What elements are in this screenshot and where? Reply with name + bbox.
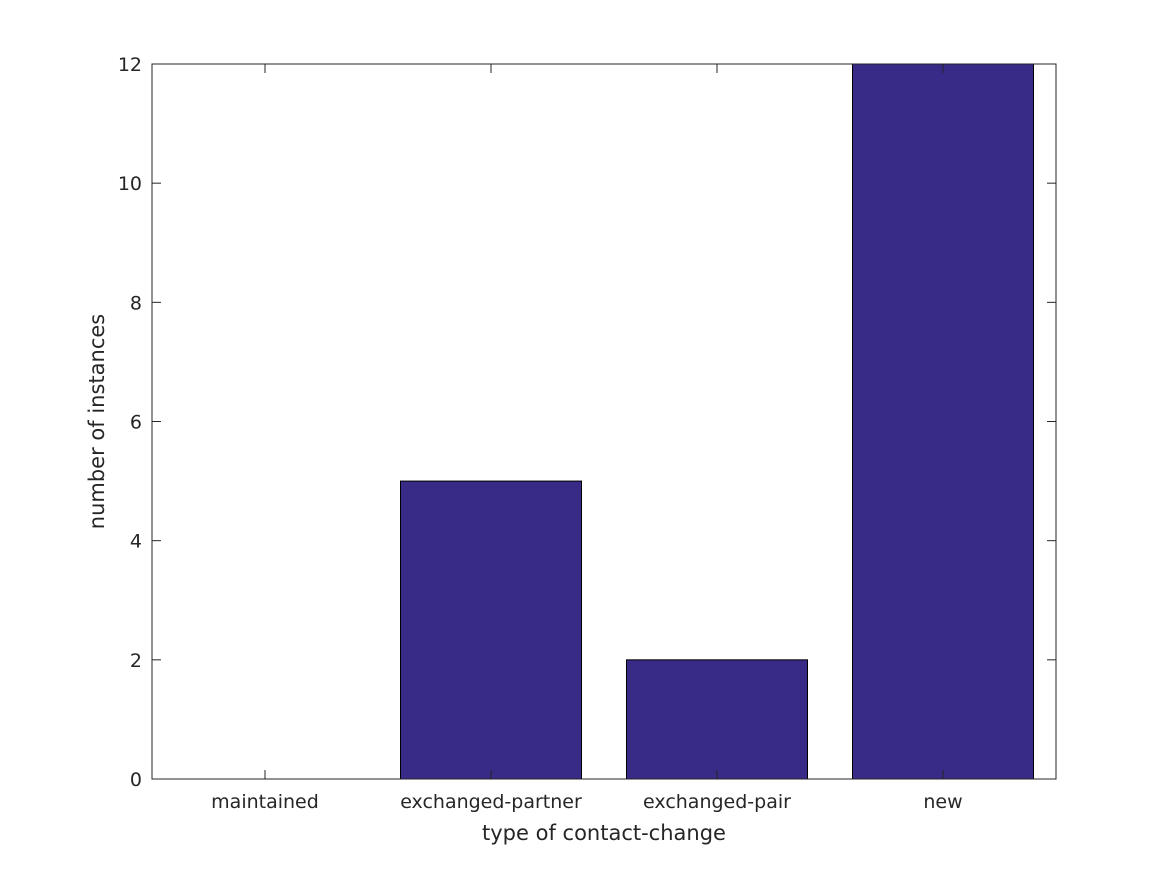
bar-new xyxy=(852,63,1034,780)
bar-exchanged-pair xyxy=(626,659,808,780)
y-tick-label: 10 xyxy=(118,173,142,195)
y-tick-label: 6 xyxy=(130,412,142,434)
y-tick-label: 2 xyxy=(130,650,142,672)
y-tick-label: 12 xyxy=(118,54,142,76)
x-axis-label: type of contact-change xyxy=(482,821,726,845)
x-tick-label: exchanged-partner xyxy=(400,791,582,813)
y-tick-labels: 0 2 4 6 8 10 12 xyxy=(118,54,142,791)
x-tick-label: new xyxy=(923,791,962,813)
x-tick-labels: maintained exchanged-partner exchanged-pai… xyxy=(211,791,962,813)
ticks-group xyxy=(152,63,1056,780)
y-tick-label: 4 xyxy=(130,531,142,553)
bar-exchanged-partner xyxy=(400,480,582,780)
bars-group xyxy=(400,63,1034,780)
y-tick-label: 0 xyxy=(130,769,142,791)
y-tick-label: 8 xyxy=(130,292,142,314)
x-tick-label: exchanged-pair xyxy=(643,791,791,813)
x-tick-label: maintained xyxy=(211,791,319,813)
y-axis-label: number of instances xyxy=(85,314,109,529)
